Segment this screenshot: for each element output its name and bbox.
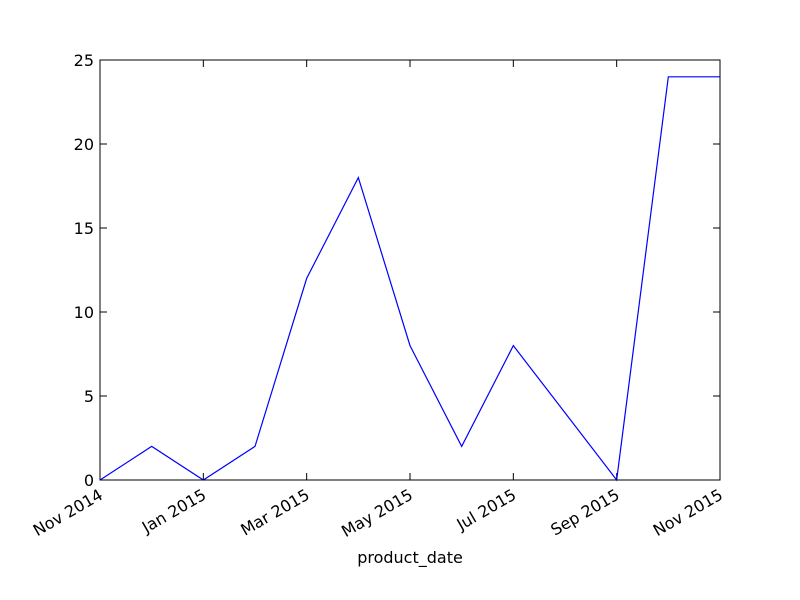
y-tick-label: 0 [84, 471, 94, 490]
x-axis-label: product_date [357, 548, 463, 568]
y-tick-label: 10 [74, 303, 94, 322]
x-tick-label: Sep 2015 [547, 485, 622, 539]
y-tick-label: 5 [84, 387, 94, 406]
y-tick-label: 15 [74, 219, 94, 238]
y-axis-ticks: 0 5 10 15 20 25 [74, 51, 720, 490]
x-tick-label: May 2015 [338, 485, 416, 541]
plot-background [100, 60, 720, 480]
y-tick-label: 20 [74, 135, 94, 154]
x-tick-label: Mar 2015 [237, 485, 312, 539]
x-tick-label: Jan 2015 [138, 485, 209, 537]
plot-frame [99, 59, 721, 481]
x-tick-label: Nov 2014 [30, 485, 106, 540]
x-tick-label: Jul 2015 [453, 485, 520, 535]
x-tick-label: Nov 2015 [650, 485, 726, 540]
y-tick-label: 25 [74, 51, 94, 70]
